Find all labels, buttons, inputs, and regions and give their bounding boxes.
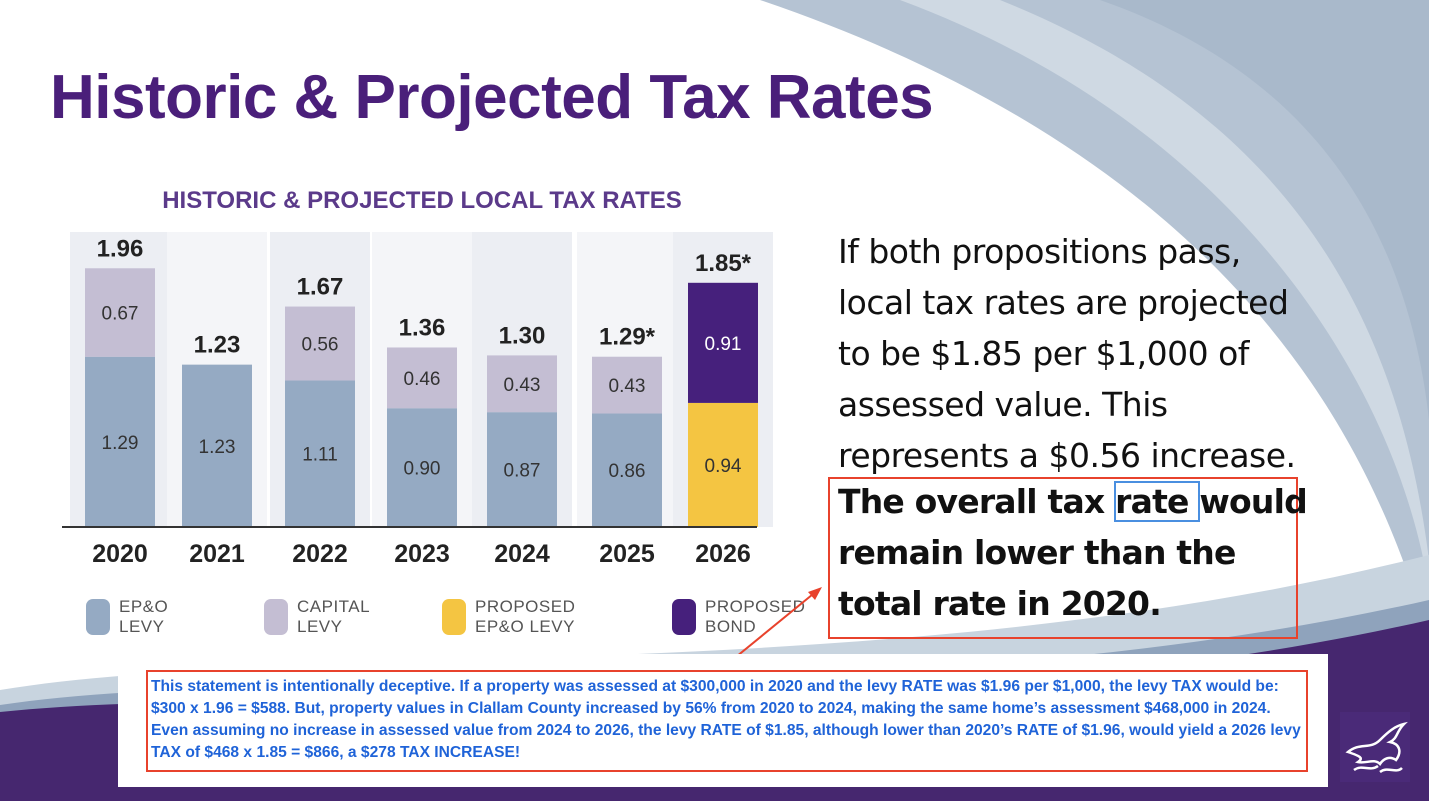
segment-label: 0.46 bbox=[404, 369, 441, 390]
body-text: If both propositions pass, local tax rat… bbox=[838, 232, 1296, 475]
highlighted-word-rate: rate bbox=[1114, 481, 1201, 522]
bold-claim-part1: The overall tax bbox=[838, 482, 1116, 521]
legend-item: PROPOSED BOND bbox=[672, 597, 832, 637]
bar-segment-epo-levy-2022 bbox=[285, 380, 355, 527]
stacked-bar-chart: HISTORIC & PROJECTED LOCAL TAX RATES 1.2… bbox=[62, 187, 773, 568]
highlight-box bbox=[828, 477, 1298, 639]
legend-item: EP&O LEVY bbox=[86, 597, 234, 637]
legend-swatch bbox=[672, 599, 696, 635]
legend-swatch bbox=[442, 599, 466, 635]
bar-segment-capital-levy-2024 bbox=[487, 355, 557, 413]
segment-label: 0.87 bbox=[504, 461, 541, 482]
bold-claim-part2: would remain lower than the total rate i… bbox=[838, 482, 1308, 623]
bar-segment-capital-levy-2023 bbox=[387, 347, 457, 409]
bar-segment-capital-levy-2020 bbox=[85, 268, 155, 357]
bold-claim: The overall tax rate would remain lower … bbox=[838, 476, 1308, 629]
segment-label: 1.23 bbox=[199, 437, 236, 458]
bar-segment-epo-levy-2020 bbox=[85, 356, 155, 527]
segment-label: 0.56 bbox=[302, 335, 339, 356]
segment-label: 0.91 bbox=[705, 334, 742, 355]
x-tick-label: 2022 bbox=[292, 540, 348, 568]
bar-segment-capital-levy-2022 bbox=[285, 306, 355, 381]
bar-total-label: 1.85* bbox=[695, 250, 752, 277]
bar-total-label: 1.67 bbox=[297, 274, 344, 301]
legend-label: PROPOSED EP&O LEVY bbox=[475, 597, 576, 636]
x-tick-label: 2023 bbox=[394, 540, 450, 568]
legend-label: CAPITAL LEVY bbox=[297, 597, 371, 636]
segment-label: 1.29 bbox=[102, 433, 139, 454]
x-tick-label: 2026 bbox=[695, 540, 751, 568]
legend-item: CAPITAL LEVY bbox=[264, 597, 412, 637]
segment-label: 0.94 bbox=[705, 456, 742, 477]
segment-label: 1.11 bbox=[302, 445, 338, 466]
x-tick-label: 2021 bbox=[189, 540, 245, 568]
bar-segment-proposed-epo-levy-2026 bbox=[688, 402, 758, 527]
bar-segment-epo-levy-2024 bbox=[487, 412, 557, 527]
chart-title: HISTORIC & PROJECTED LOCAL TAX RATES bbox=[162, 187, 682, 214]
legend-label: PROPOSED BOND bbox=[705, 597, 806, 636]
legend-label: EP&O LEVY bbox=[119, 597, 169, 636]
bar-total-label: 1.36 bbox=[399, 314, 446, 341]
bar-total-label: 1.29* bbox=[599, 324, 656, 351]
annotation-text: This statement is intentionally deceptiv… bbox=[146, 670, 1308, 772]
segment-label: 0.86 bbox=[609, 461, 646, 482]
logo-icon bbox=[1340, 712, 1410, 782]
legend-item: PROPOSED EP&O LEVY bbox=[442, 597, 642, 637]
segment-label: 0.67 bbox=[102, 304, 139, 325]
bar-total-label: 1.30 bbox=[499, 322, 546, 349]
bar-segment-proposed-bond-2026 bbox=[688, 282, 758, 403]
bar-segment-capital-levy-2025 bbox=[592, 356, 662, 414]
legend-swatch bbox=[86, 599, 110, 635]
bar-segment-epo-levy-2023 bbox=[387, 408, 457, 527]
x-tick-label: 2025 bbox=[599, 540, 655, 568]
segment-label: 0.43 bbox=[609, 376, 646, 397]
segment-label: 0.90 bbox=[404, 459, 441, 480]
legend-swatch bbox=[264, 599, 288, 635]
x-tick-label: 2020 bbox=[92, 540, 148, 568]
bar-total-label: 1.96 bbox=[97, 235, 144, 262]
bar-segment-epo-levy-2025 bbox=[592, 413, 662, 527]
annotation-panel bbox=[118, 654, 1328, 787]
chart-legend: EP&O LEVY CAPITAL LEVY PROPOSED EP&O LEVY P… bbox=[86, 597, 862, 637]
bar-total-label: 1.23 bbox=[194, 332, 241, 359]
segment-label: 0.43 bbox=[504, 375, 541, 396]
slide-title: Historic & Projected Tax Rates bbox=[50, 63, 934, 132]
x-tick-label: 2024 bbox=[494, 540, 550, 568]
bar-segment-epo-levy-2021 bbox=[182, 364, 252, 527]
